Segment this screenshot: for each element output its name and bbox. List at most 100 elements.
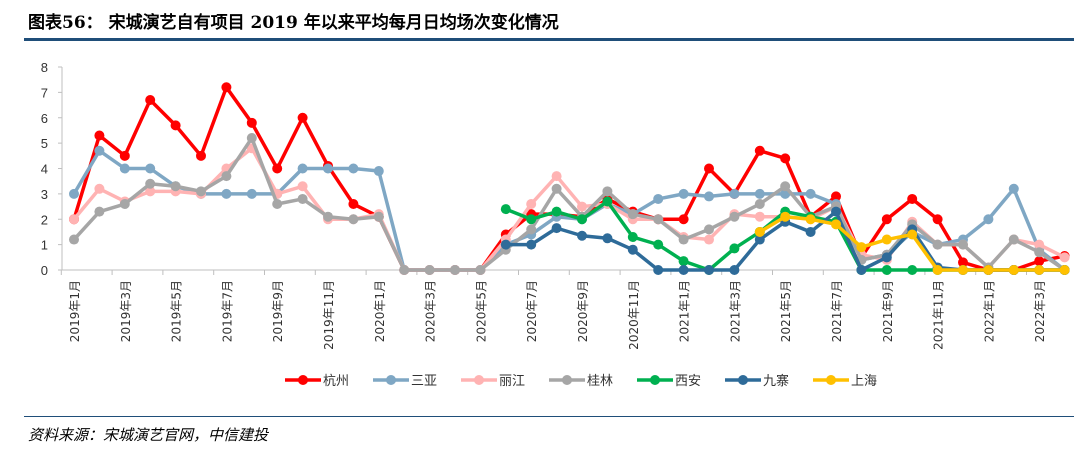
data-point: [932, 265, 943, 275]
data-point: [1034, 265, 1045, 275]
data-point: [348, 199, 359, 210]
data-point: [500, 204, 511, 215]
data-point: [704, 191, 714, 202]
data-point: [119, 199, 130, 210]
x-tick-label: 2020年5月: [474, 280, 488, 342]
data-point: [678, 188, 689, 199]
data-point: [729, 188, 740, 199]
y-tick-label: 0: [41, 263, 48, 278]
y-tick-label: 2: [41, 212, 48, 227]
data-point: [272, 199, 283, 210]
data-point: [1008, 183, 1019, 194]
data-point: [221, 188, 232, 199]
figure-title: 图表56： 宋城演艺自有项目 2019 年以来平均每月日均场次变化情况: [28, 13, 559, 33]
data-point: [94, 206, 105, 217]
data-point: [881, 265, 892, 275]
data-point: [297, 112, 308, 123]
data-point: [907, 265, 918, 275]
x-tick-label: 2021年1月: [678, 280, 692, 342]
x-tick-label: 2021年7月: [830, 280, 844, 342]
data-point: [475, 265, 486, 275]
data-point: [678, 256, 689, 267]
data-point: [297, 193, 308, 204]
data-point: [246, 188, 257, 199]
data-point: [653, 239, 664, 250]
data-point: [602, 196, 613, 207]
data-point: [526, 199, 537, 210]
data-point: [805, 188, 816, 199]
legend-marker: [474, 375, 484, 385]
data-point: [704, 265, 714, 275]
data-point: [196, 186, 206, 197]
data-point: [450, 265, 460, 275]
data-point: [348, 163, 359, 174]
title-rule: [24, 38, 1074, 41]
x-tick-label: 2021年5月: [779, 280, 793, 342]
data-point: [272, 163, 283, 174]
data-point: [297, 163, 308, 174]
x-tick-label: 2019年9月: [271, 280, 285, 342]
data-point: [119, 163, 130, 174]
data-point: [1034, 239, 1045, 250]
data-point: [551, 223, 562, 234]
legend-label: 上海: [851, 374, 877, 389]
data-point: [526, 224, 537, 235]
x-tick-label: 2022年1月: [982, 280, 996, 342]
data-point: [577, 230, 587, 241]
legend-label: 三亚: [411, 374, 437, 389]
data-point: [399, 265, 410, 275]
source-rule: [24, 416, 1074, 417]
legend-marker: [826, 375, 836, 385]
data-point: [69, 234, 79, 245]
data-point: [704, 234, 714, 245]
x-tick-label: 2019年11月: [322, 280, 336, 350]
data-point: [754, 188, 765, 199]
data-point: [145, 163, 156, 174]
legend-marker: [298, 375, 308, 385]
data-point: [754, 199, 765, 210]
data-point: [678, 214, 689, 225]
data-point: [907, 193, 918, 204]
data-point: [932, 214, 943, 225]
data-point: [69, 214, 79, 225]
data-point: [754, 226, 765, 237]
data-point: [323, 163, 333, 174]
data-point: [754, 211, 765, 222]
data-point: [958, 239, 968, 250]
x-tick-label: 2019年7月: [220, 280, 234, 342]
data-point: [1034, 256, 1045, 267]
data-point: [602, 233, 613, 244]
data-point: [627, 244, 638, 255]
y-tick-label: 7: [41, 85, 48, 100]
x-tick-label: 2022年3月: [1033, 280, 1047, 342]
x-tick-label: 2020年1月: [373, 280, 387, 342]
x-tick-label: 2020年11月: [627, 280, 641, 350]
data-point: [780, 181, 791, 192]
y-tick-label: 6: [41, 111, 48, 126]
data-point: [500, 239, 511, 250]
legend-marker: [738, 375, 748, 385]
data-point: [678, 234, 689, 245]
data-point: [348, 214, 359, 225]
data-point: [145, 94, 156, 105]
data-point: [627, 209, 638, 220]
x-tick-label: 2019年3月: [119, 280, 133, 342]
data-point: [983, 214, 994, 225]
data-point: [526, 239, 537, 250]
data-point: [729, 211, 740, 222]
data-point: [704, 224, 714, 235]
legend-label: 九寨: [763, 373, 789, 389]
x-tick-label: 2019年1月: [68, 280, 82, 342]
data-point: [145, 178, 156, 189]
data-point: [856, 242, 867, 253]
data-point: [577, 214, 587, 225]
data-point: [856, 265, 867, 275]
legend-marker: [562, 375, 572, 385]
x-tick-label: 2021年3月: [728, 280, 742, 342]
x-tick-label: 2019年5月: [170, 280, 184, 342]
data-point: [119, 150, 130, 161]
data-point: [678, 265, 689, 275]
data-point: [627, 232, 638, 243]
